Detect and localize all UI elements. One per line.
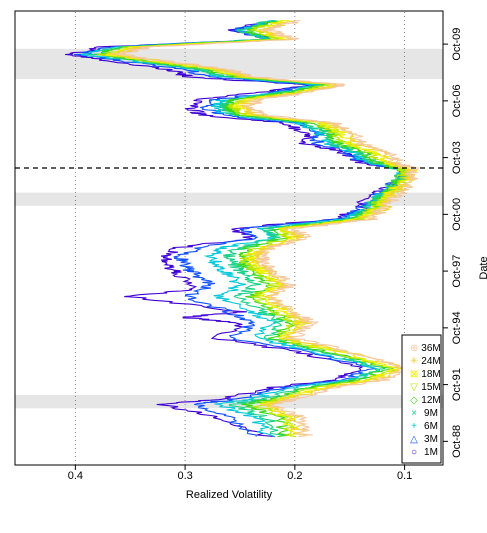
legend-symbol: + [411, 421, 417, 432]
legend-label: 9M [424, 408, 438, 419]
legend-label: 6M [424, 421, 438, 432]
x-tick-label: Oct-00 [451, 198, 463, 231]
legend-label: 12M [421, 395, 440, 406]
legend-box [401, 334, 442, 464]
series-line-12M [96, 20, 406, 438]
legend-symbol: ◇ [410, 395, 418, 406]
x-tick-label: Oct-03 [451, 141, 463, 174]
legend-label: 3M [424, 434, 438, 445]
y-tick-label: 0.3 [177, 470, 192, 482]
axes: Oct-88 Oct-91 Oct-94 Oct-97 Oct-00 Oct-03 Oct-… [68, 28, 463, 482]
shaded-period [15, 192, 443, 206]
legend-label: 18M [421, 369, 440, 380]
legend-symbol: △ [410, 434, 418, 445]
series-line-24M [109, 19, 418, 438]
legend-label: 36M [421, 343, 440, 354]
y-tick-label: 0.1 [397, 470, 412, 482]
legend-symbol: ✳ [410, 356, 418, 367]
x-tick-label: Oct-94 [451, 311, 463, 344]
y-tick-label: 0.2 [287, 470, 302, 482]
legend: ○ 1M △ 3M + 6M × 9M ◇ 12M▽ 15M⊠ 18M✳ 24M⊕ 36M [401, 334, 442, 464]
legend-label: 15M [421, 382, 440, 393]
series-line-1M [64, 19, 411, 438]
plot-frame [14, 10, 444, 466]
y-axis-title: Realized Volatility [186, 489, 273, 501]
series-line-3M [73, 19, 412, 437]
x-tick-label: Oct-88 [451, 425, 463, 458]
legend-symbol: × [411, 408, 417, 419]
x-tick-label: Oct-97 [451, 255, 463, 288]
legend-label: 1M [424, 447, 438, 458]
x-tick-label: Oct-91 [451, 368, 463, 401]
legend-label: 24M [421, 356, 440, 367]
series-line-36M [114, 19, 420, 438]
legend-symbol: ○ [411, 447, 417, 458]
legend-symbol: ⊕ [410, 343, 418, 354]
x-tick-label: Oct-09 [451, 28, 463, 61]
legend-symbol: ▽ [410, 382, 418, 393]
series-lines [64, 19, 420, 438]
y-tick-label: 0.4 [68, 470, 83, 482]
x-tick-label: Oct-06 [451, 84, 463, 117]
legend-symbol: ⊠ [410, 369, 418, 380]
x-axis-title: Date [478, 256, 487, 279]
